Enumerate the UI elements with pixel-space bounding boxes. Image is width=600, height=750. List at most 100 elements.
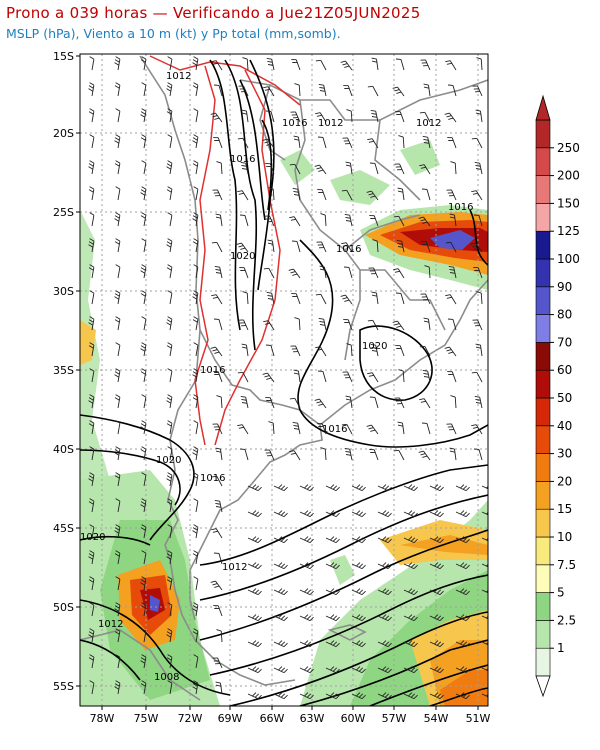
wind-barb xyxy=(115,342,121,357)
wind-barb xyxy=(267,239,275,253)
wind-barb xyxy=(265,397,275,409)
wind-barb xyxy=(394,397,405,409)
wind-barb xyxy=(343,266,353,279)
wind-barb xyxy=(393,215,405,227)
wind-barb xyxy=(288,268,301,279)
isobar-label: 1008 xyxy=(154,672,179,683)
wind-barb xyxy=(262,372,275,383)
wind-barb xyxy=(481,563,488,568)
wind-barb xyxy=(377,666,392,674)
wind-barb xyxy=(299,510,314,518)
wind-barb xyxy=(421,241,431,253)
wind-barb xyxy=(89,56,95,71)
wind-barb xyxy=(140,446,147,461)
colorbar-segment xyxy=(535,175,551,204)
wind-barb xyxy=(289,450,301,461)
wind-barb xyxy=(237,424,249,435)
wind-barb xyxy=(351,640,366,648)
lat-label: 15S xyxy=(53,50,74,63)
wind-barb xyxy=(471,190,483,201)
wind-barb xyxy=(342,137,353,149)
colorbar-label: 30 xyxy=(557,447,572,461)
wind-barb xyxy=(343,319,353,331)
wind-barb xyxy=(166,342,173,357)
wind-barb xyxy=(114,394,121,409)
wind-barb xyxy=(88,342,95,357)
isobar-label: 1020 xyxy=(80,532,105,543)
wind-barb xyxy=(377,536,392,544)
wind-barb xyxy=(422,370,431,383)
wind-barb xyxy=(140,680,147,695)
wind-barb xyxy=(214,500,223,513)
wind-barb xyxy=(423,83,431,97)
colorbar-segment xyxy=(535,258,551,288)
wind-barb xyxy=(325,562,340,570)
wind-barb xyxy=(213,318,223,331)
wind-barb xyxy=(241,343,249,357)
wind-barb xyxy=(115,498,121,513)
wind-barb xyxy=(472,319,483,331)
wind-barb xyxy=(264,215,275,227)
wind-barb xyxy=(247,614,262,622)
wind-barb xyxy=(236,242,249,253)
wind-barb xyxy=(325,510,340,518)
wind-barb xyxy=(242,57,249,71)
wind-barb xyxy=(291,293,301,305)
wind-barb xyxy=(264,449,275,461)
lon-label: 60W xyxy=(341,712,366,725)
wind-barb xyxy=(429,640,444,648)
wind-barb xyxy=(166,160,173,175)
wind-barb xyxy=(88,472,95,487)
isobar-label: 1020 xyxy=(156,455,181,466)
wind-barb xyxy=(237,190,249,201)
wind-barb xyxy=(140,602,147,617)
lon-label: 78W xyxy=(90,712,115,725)
wind-barb xyxy=(320,447,327,461)
isobar-label: 1020 xyxy=(362,341,387,352)
wind-barb xyxy=(167,56,173,71)
wind-barb xyxy=(265,163,275,175)
lat-label: 25S xyxy=(53,206,74,219)
wind-barb xyxy=(273,536,288,544)
wind-barb xyxy=(429,510,444,518)
isobars xyxy=(80,59,488,706)
wind-barb xyxy=(377,562,392,570)
wind-barb xyxy=(351,666,366,674)
wind-barb xyxy=(213,552,223,565)
wind-barb xyxy=(247,484,262,492)
wind-barb xyxy=(474,162,483,175)
wind-barb xyxy=(367,85,379,97)
wind-barb xyxy=(396,240,405,253)
wind-barb xyxy=(89,212,95,227)
wind-barb xyxy=(429,484,444,492)
wind-barb xyxy=(192,446,199,461)
wind-barb xyxy=(368,267,379,279)
wind-barb xyxy=(167,290,173,305)
wind-barb xyxy=(192,472,199,487)
wind-barb xyxy=(398,135,405,149)
wind-barb xyxy=(377,614,392,622)
colorbar-label: 90 xyxy=(557,280,572,294)
wind-barb xyxy=(341,242,353,253)
wind-barb xyxy=(370,344,379,357)
isobar-label: 1012 xyxy=(318,118,343,129)
wind-barb xyxy=(141,82,147,97)
wind-barb xyxy=(455,510,470,518)
wind-barb xyxy=(273,588,288,596)
lat-label: 20S xyxy=(53,127,74,140)
wind-barb xyxy=(211,241,223,253)
wind-barb xyxy=(447,84,457,97)
wind-barb xyxy=(449,213,457,227)
wind-barb xyxy=(240,396,249,409)
colorbar-segment xyxy=(535,425,551,454)
colorbar-segment xyxy=(535,147,551,176)
isobar-label: 1016 xyxy=(448,202,473,213)
wind-barb xyxy=(263,86,275,97)
wind-barb xyxy=(403,640,418,648)
wind-barb xyxy=(247,536,262,544)
wind-barb xyxy=(241,109,249,123)
wind-barb xyxy=(167,134,173,149)
wind-barb xyxy=(476,291,483,305)
wind-barb xyxy=(366,424,379,435)
wind-barb xyxy=(315,59,327,71)
